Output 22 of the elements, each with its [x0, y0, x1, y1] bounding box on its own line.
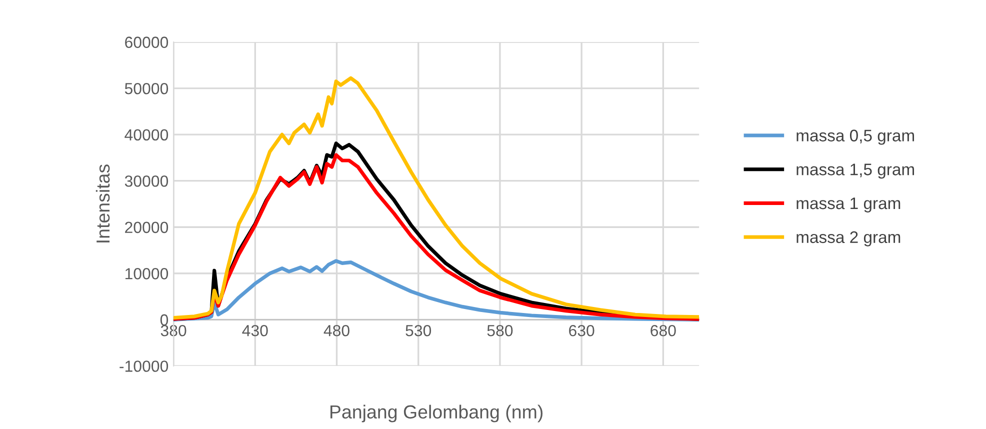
- y-tick-label: 50000: [124, 82, 168, 94]
- legend-label: massa 2 gram: [796, 231, 900, 246]
- y-tick-label: 60000: [125, 36, 168, 48]
- legend-label: massa 1 gram: [796, 198, 900, 212]
- x-axis-title: Panjang Gelombang (nm): [330, 404, 542, 422]
- x-tick-label: 580: [487, 324, 513, 336]
- y-tick-label: 10000: [125, 268, 168, 280]
- legend-label: massa 1,5 gram: [796, 164, 914, 179]
- y-tick-label: 40000: [124, 129, 168, 141]
- x-tick-label: 380: [160, 324, 186, 336]
- legend-label: massa 0,5 gram: [796, 130, 914, 145]
- x-tick-label: 480: [324, 324, 350, 336]
- x-tick-label: 680: [650, 324, 676, 336]
- y-axis-title: Intensitas: [96, 164, 110, 242]
- line-series: [174, 76, 700, 320]
- y-tick-label: 0: [160, 314, 168, 326]
- x-tick-label: 530: [406, 324, 432, 336]
- x-tick-label: 430: [242, 324, 268, 336]
- y-tick-label: -10000: [120, 360, 168, 372]
- y-tick-label: 20000: [125, 222, 168, 234]
- x-tick-label: 630: [569, 324, 594, 336]
- y-tick-label: 30000: [124, 175, 168, 187]
